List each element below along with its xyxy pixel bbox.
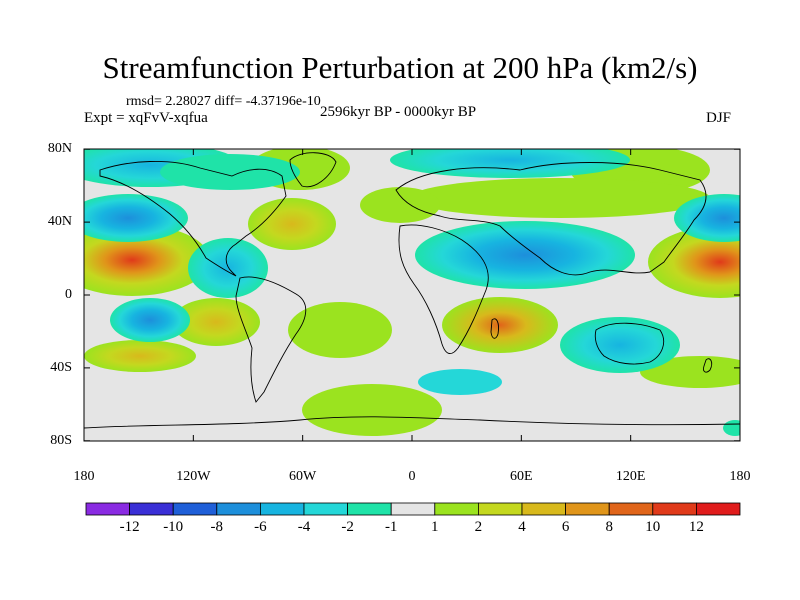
coast-madagascar [490,318,499,339]
lat-label: 80S [50,432,72,448]
colorbar-swatch [390,502,436,516]
coast-antarctica [84,416,740,429]
colorbar-label: 8 [605,519,613,535]
anomaly-negative-south-indian-west [418,369,502,395]
colorbar-swatch [652,502,697,516]
coast-greenland [289,152,337,188]
lon-label: 0 [408,469,416,484]
anomaly-positive-southeast-pacific [172,298,260,346]
colorbar-label: -10 [163,519,184,535]
lon-label: 180 [729,469,751,484]
anomaly-positive-east-atlantic [360,187,440,223]
colorbar-label: 6 [561,519,570,535]
anomaly-negative-canada [160,154,300,190]
lon-label: 120W [176,469,211,484]
colorbar-label: -1 [384,519,398,535]
anomaly-positive-south-indian [640,356,740,388]
colorbar-label: -8 [210,519,224,535]
colorbar-swatch [347,502,392,516]
colorbar-swatch [477,502,523,516]
colorbar-swatch [172,502,218,516]
coast-africa [398,224,489,354]
anomaly-negative-antarctic-edge [723,420,740,436]
lat-label: 0 [65,287,72,302]
lat-label: 40S [50,359,72,375]
experiment-label: Expt = xqFvV-xqfua [84,110,208,126]
period-label: 2596kyr BP - 0000kyr BP [320,104,477,120]
colorbar-label: -12 [119,519,140,535]
anomaly-negative-caribbean [188,238,268,298]
colorbar-label: 12 [688,519,704,535]
season-label: DJF [706,110,732,126]
colorbar-label: 4 [518,519,526,535]
lat-label: 40N [47,214,72,230]
colorbar-label: 10 [645,519,661,535]
colorbar-label: -6 [254,519,267,535]
coast-new-zealand [703,358,713,373]
colorbar-swatch [303,502,348,516]
anomaly-positive-central-pacific [84,224,210,296]
colorbar-swatch [565,502,610,516]
anomaly-positive-southern-ocean [302,384,442,436]
colorbar-label: 2 [474,519,483,535]
colorbar-swatch [129,502,174,516]
lon-label: 60E [510,469,533,484]
anomaly-negative-northwest-pacific [674,194,740,242]
colorbar-swatch [259,502,305,516]
colorbar-swatch [216,502,261,516]
colorbar-swatch [434,502,479,516]
anomaly-negative-arctic-europe [390,149,630,178]
colorbar-swatch [521,502,566,516]
anomaly-positive-west-pacific [648,226,740,298]
coast-south-america [235,276,307,403]
axis-ticks [83,148,741,442]
coast-australia [594,322,664,365]
anomaly-negative-tropical-pacific [110,298,190,342]
coast-eurasia [395,162,707,276]
colorbar [85,502,741,516]
anomaly-negative-south-asia [415,221,635,289]
anomaly-negative-australia [560,317,680,373]
colorbar-label: -2 [341,519,354,535]
coastlines [84,152,740,429]
map-panel [83,148,741,442]
anomaly-negative-north-pacific [84,194,188,242]
contour-field [84,149,740,436]
plot-title: Streamfunction Perturbation at 200 hPa (… [102,50,698,85]
lon-label: 180 [73,469,95,484]
stats-line: rmsd= 2.28027 diff= -4.37196e-10 [126,94,321,109]
colorbar-swatch [85,502,130,516]
colorbar-label: -4 [297,519,311,535]
anomaly-positive-south-atlantic [288,302,392,358]
colorbar-label: 1 [431,519,439,535]
anomaly-positive-south-pacific [84,340,196,372]
colorbar-swatch [608,502,654,516]
lon-label: 60W [289,469,317,484]
anomaly-positive-indian-ocean [442,297,558,353]
anomaly-positive-eurasia-band [410,178,710,218]
coast-north-america [99,160,287,277]
lon-label: 120E [615,469,646,484]
anomaly-positive-atlantic-north [248,198,336,250]
lat-label: 80N [47,141,72,157]
colorbar-swatch [696,502,741,516]
